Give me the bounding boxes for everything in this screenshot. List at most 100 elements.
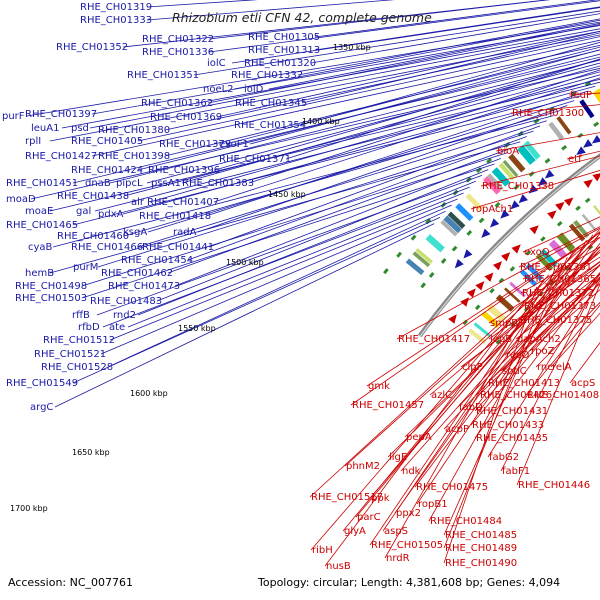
forward-label-leader (213, 77, 600, 203)
forward-label-leader (193, 10, 600, 76)
gc-skew-mark (494, 201, 501, 208)
reverse-gene-label: RHE_CH01408 (527, 390, 599, 401)
reverse-gene-label: ppk (371, 493, 390, 504)
reverse-gene-label: parC (357, 512, 381, 523)
forward-label-leader (146, 62, 600, 184)
topology-label: Topology: circular; Length: 4,381,608 bp… (257, 576, 560, 589)
kbp-tick-label: 1550 kbp (178, 324, 216, 333)
forward-label-leader (123, 110, 561, 237)
gc-skew-mark (584, 81, 592, 87)
kbp-tick-label: 1650 kbp (72, 448, 110, 457)
forward-label-leader (123, 71, 600, 197)
reverse-gene-label: recO (506, 350, 530, 361)
reverse-gene-label: dapAch2 (517, 334, 561, 345)
forward-label-leader (122, 0, 550, 48)
reverse-gene-label: pepA (406, 432, 432, 443)
accession-label: Accession: NC_007761 (8, 576, 133, 589)
forward-feature-segment (443, 215, 462, 234)
reverse-gene-label: lepB (490, 334, 512, 345)
forward-label-leader (167, 146, 514, 274)
forward-label-leader (30, 67, 600, 200)
reverse-gene-arrow (555, 201, 565, 211)
reverse-gene-label: RHE_CH01475 (416, 482, 488, 493)
reverse-feature-segment (504, 287, 521, 303)
gc-skew-mark (383, 268, 389, 275)
reverse-gene-label: glyA (344, 526, 366, 537)
reverse-gene-label: acpS (571, 378, 595, 389)
forward-label-leader (81, 152, 508, 287)
reverse-feature-segment (581, 213, 597, 231)
forward-label-leader (156, 169, 489, 302)
forward-gene-arrow (489, 218, 500, 228)
reverse-gene-label: etf (568, 154, 582, 165)
forward-label-leader (109, 198, 458, 341)
forward-label-leader (216, 30, 600, 118)
reverse-gene-label: feuP (570, 90, 592, 101)
forward-label-leader (89, 30, 600, 129)
gc-skew-mark (544, 158, 551, 164)
reverse-label-leader (495, 132, 600, 152)
reverse-gene-label: RHE_CH01417 (398, 334, 470, 345)
gc-skew-mark (486, 157, 493, 164)
gc-skew-mark (425, 218, 432, 225)
reverse-label-leader (518, 226, 600, 268)
gc-skew-mark (509, 266, 516, 272)
forward-label-leader (72, 95, 582, 226)
forward-gene-label: RHE_CH01345 (235, 98, 307, 109)
forward-gene-label: alr (131, 197, 145, 208)
gc-skew-mark (561, 144, 568, 151)
reverse-label-leader (350, 231, 600, 406)
forward-gene-label: RHE_CH01405 (71, 136, 143, 147)
forward-label-leader (164, 36, 600, 131)
forward-gene-label: RHE_CH01322 (142, 34, 214, 45)
forward-label-leader (164, 49, 600, 157)
reverse-feature-segment (573, 219, 590, 239)
forward-gene-label: moaD (6, 194, 36, 205)
gc-skew-mark (474, 304, 481, 311)
reverse-feature-segment (519, 269, 538, 287)
forward-label-leader (187, 136, 527, 261)
reverse-gene-label: fabD (459, 402, 483, 413)
reverse-label-leader (355, 229, 600, 518)
reverse-gene-label: RHE_CH01446 (518, 480, 590, 491)
reverse-gene-label: rnc (537, 362, 553, 373)
forward-label-leader (52, 115, 554, 248)
forward-feature-segment (415, 248, 433, 264)
gc-skew-mark (396, 251, 402, 258)
gc-skew-mark (498, 277, 505, 284)
reverse-gene-arrow (583, 179, 593, 189)
forward-feature-segment (579, 99, 595, 119)
reverse-label-leader (487, 279, 600, 458)
reverse-gene-arrow (484, 272, 494, 282)
forward-label-leader (149, 74, 600, 203)
reverse-gene-label: RHE_CH01426 (480, 390, 552, 401)
forward-feature-segment (412, 251, 431, 268)
forward-gene-label: exoF1 (219, 139, 249, 150)
label-lines (26, 0, 600, 567)
reverse-gene-label: ndk (402, 466, 421, 477)
forward-gene-label: RHE_CH01549 (6, 378, 78, 389)
forward-gene-label: RHE_CH01397 (25, 109, 97, 120)
gc-skew-mark (556, 221, 563, 227)
forward-gene-label: RHE_CH01407 (147, 197, 219, 208)
forward-gene-label: RHE_CH01462 (101, 268, 173, 279)
kbp-tick-label: 1600 kbp (130, 389, 168, 398)
forward-gene-label: RHE_CH01398 (98, 151, 170, 162)
forward-gene-label: RHE_CH01438 (57, 191, 129, 202)
forward-gene-label: ate (109, 322, 125, 333)
reverse-label-leader (470, 170, 600, 210)
reverse-feature-segment (593, 204, 600, 216)
reverse-gene-arrow (475, 281, 485, 291)
reverse-label-leader (324, 292, 532, 567)
forward-gene-label: RHE_CH01332 (231, 70, 303, 81)
forward-feature-segment (440, 219, 458, 237)
reverse-label-leader (394, 234, 594, 514)
reverse-label-leader (520, 246, 600, 294)
forward-gene-label: RHE_CH01354 (234, 120, 306, 131)
reverse-gene-arrow (466, 288, 476, 298)
forward-gene-arrow (544, 169, 555, 179)
forward-gene-label: RHE_CH01466 (71, 242, 143, 253)
reverse-label-leader (474, 273, 600, 439)
reverse-gene-label: exoQ (524, 247, 550, 258)
